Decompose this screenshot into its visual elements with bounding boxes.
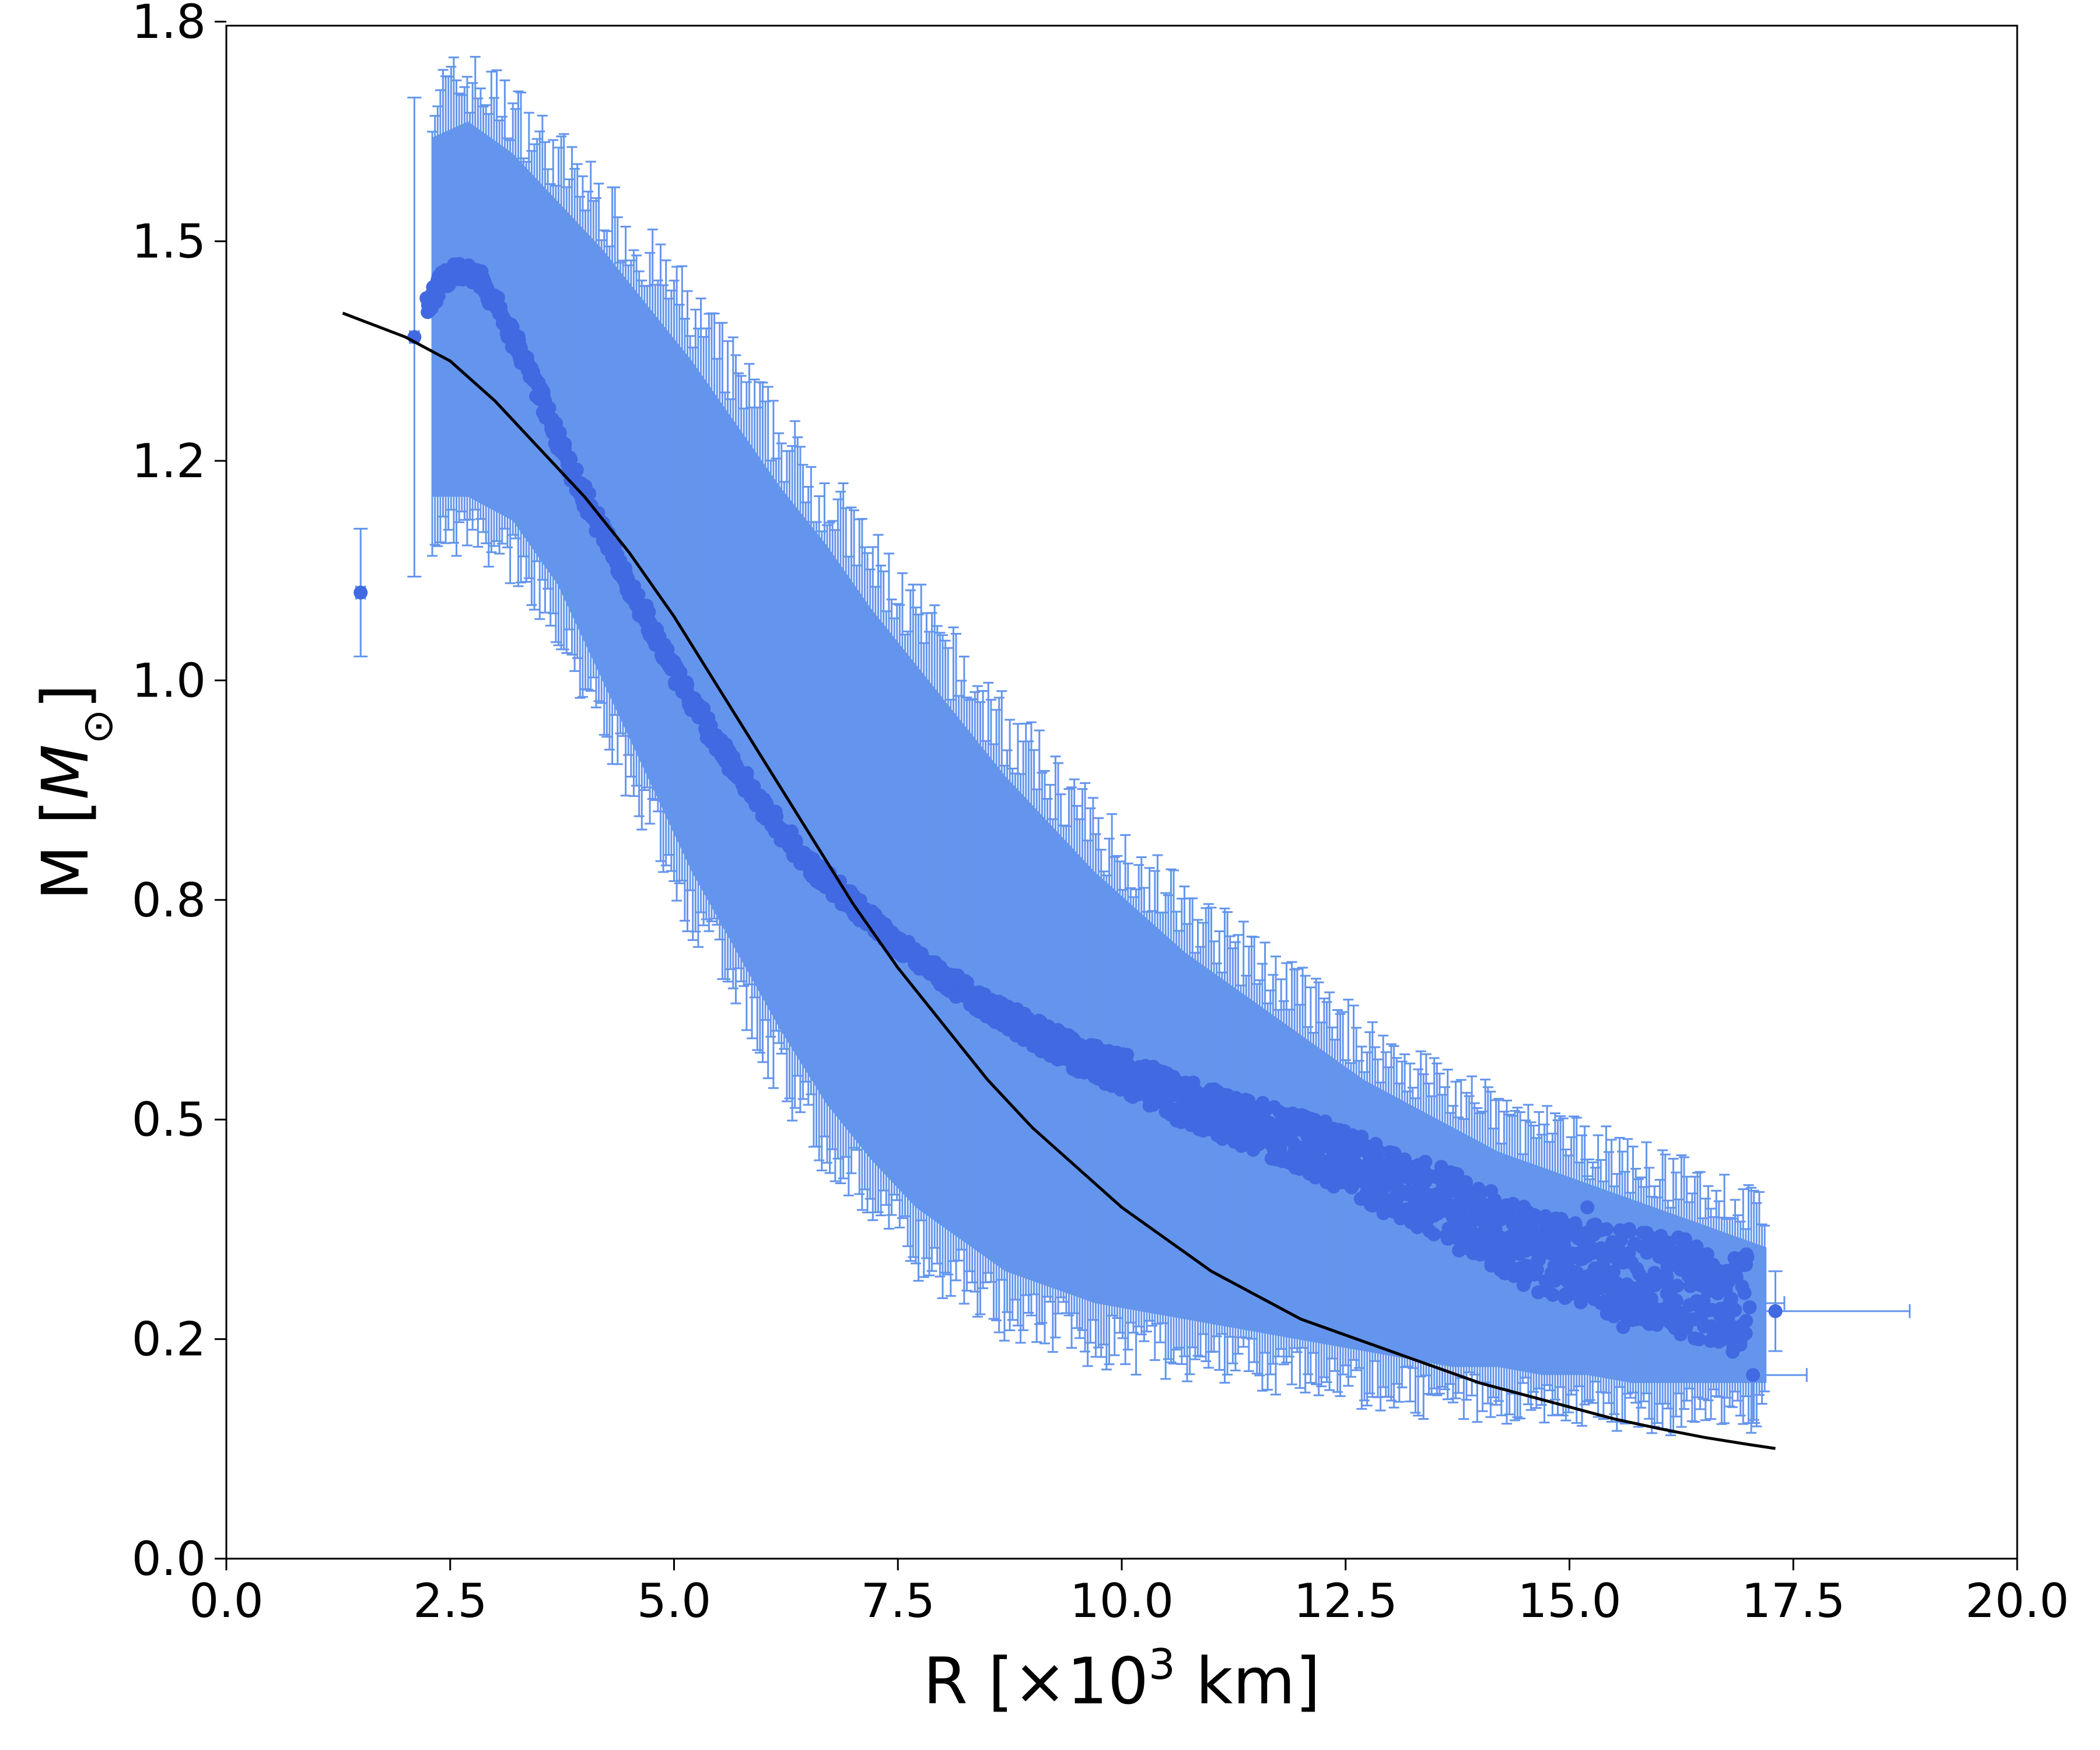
data-point [1688,1312,1702,1326]
data-point [1737,1258,1752,1272]
data-point [1255,1099,1270,1114]
y-axis-label: M [M⊙] [28,684,122,901]
data-point [1768,1304,1783,1318]
plot-area [342,55,1911,1450]
data-point [1616,1320,1630,1335]
x-tick-label: 20.0 [1965,1574,2069,1628]
x-tick-label: 15.0 [1517,1574,1621,1628]
x-axis-label: R [×103 km] [923,1640,1320,1718]
data-point [1580,1200,1595,1214]
data-point [1427,1227,1441,1242]
y-tick-label: 1.5 [132,215,206,269]
fit-line [342,312,1776,1450]
data-point [1660,1270,1674,1284]
data-point [1739,1247,1754,1262]
data-point [1723,1296,1738,1310]
data-point [1679,1264,1693,1279]
y-axis: 0.0 0.2 0.5 0.8 1.0 1.2 1.5 1.8 [132,0,226,1586]
data-point [768,808,782,823]
data-point [1739,1314,1754,1328]
data-point [1545,1287,1560,1302]
data-point [1473,1186,1488,1201]
y-tick-label: 0.8 [132,873,206,928]
x-tick-label: 0.0 [189,1574,263,1628]
data-point [1670,1279,1685,1293]
y-tick-label: 1.2 [132,434,206,488]
y-tick-label: 0.5 [132,1093,206,1147]
x-tick-label: 2.5 [413,1574,487,1628]
data-point [1568,1217,1583,1232]
data-point [1459,1175,1474,1189]
data-point [354,585,368,600]
data-point [1746,1368,1760,1382]
x-tick-label: 17.5 [1741,1574,1845,1628]
data-point [1372,1144,1387,1159]
y-tick-label: 1.8 [132,0,206,49]
data-point [1700,1247,1714,1262]
y-tick-label: 0.2 [132,1312,206,1367]
x-tick-label: 5.0 [637,1574,711,1628]
data-point [789,836,803,850]
data-point [1738,1326,1753,1340]
data-point [1418,1154,1433,1169]
data-point [431,288,446,303]
data-point [1614,1233,1628,1247]
data-point [1669,1293,1684,1308]
data-point [1622,1224,1637,1239]
data-point [1506,1196,1520,1211]
x-tick-label: 7.5 [861,1574,935,1628]
data-point [1678,1232,1692,1247]
data-point [1742,1300,1757,1315]
data-point [1735,1279,1749,1294]
y-tick-label: 0.0 [132,1532,206,1586]
x-tick-label: 12.5 [1294,1574,1398,1628]
y-tick-label: 1.0 [132,653,206,708]
x-tick-label: 10.0 [1070,1574,1174,1628]
data-point [1661,1312,1675,1326]
x-axis: 0.0 2.5 5.0 7.5 10.0 12.5 15.0 17.5 20.0 [189,1559,2069,1628]
data-point [1692,1332,1706,1346]
data-point [1599,1222,1614,1237]
